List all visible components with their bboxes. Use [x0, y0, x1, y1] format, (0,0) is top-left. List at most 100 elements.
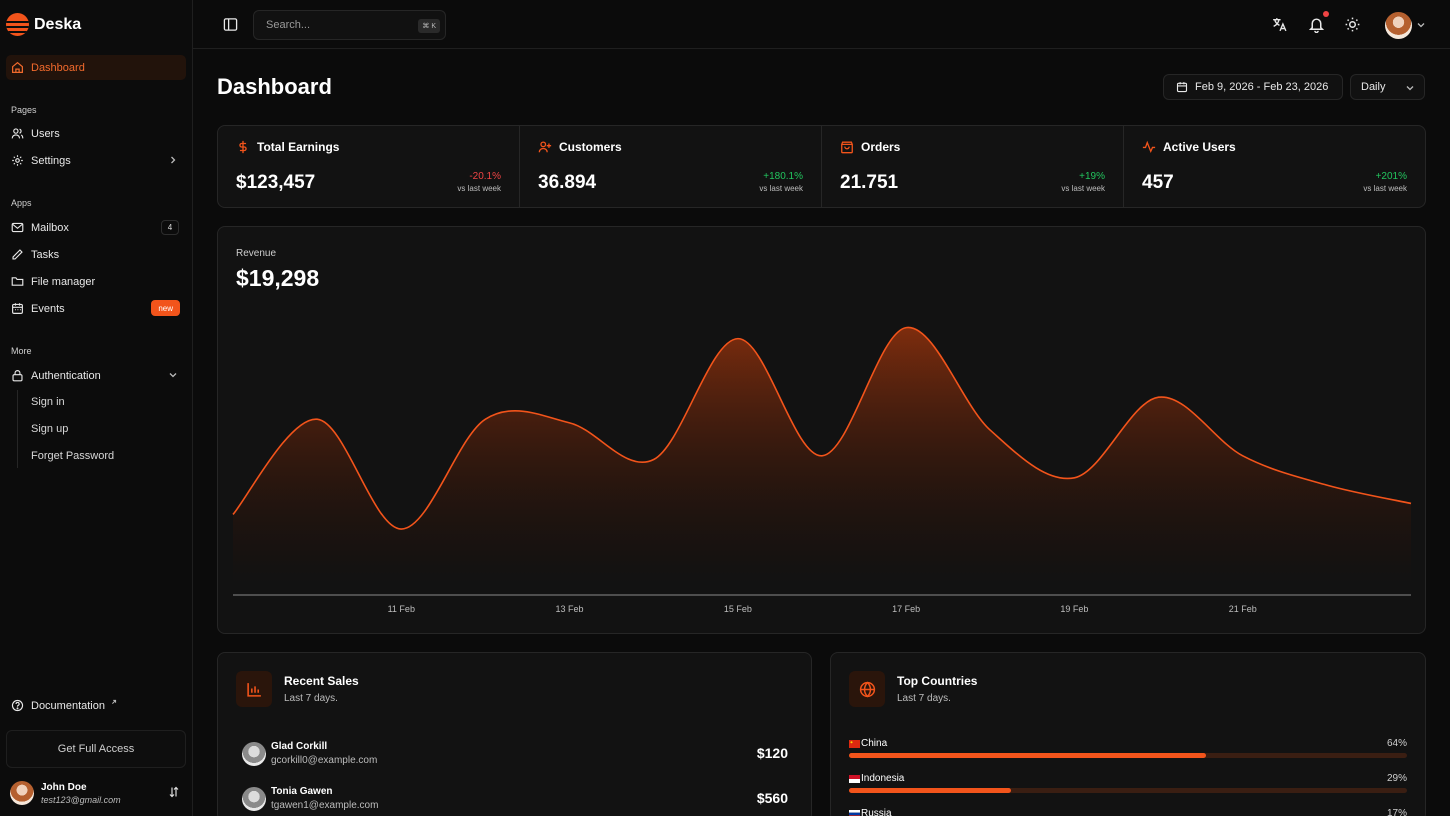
period-select[interactable]: Daily — [1350, 74, 1425, 100]
sidebar-item-file-manager[interactable]: File manager — [6, 269, 186, 294]
stat-value: 457 — [1142, 172, 1174, 193]
stat-label: Orders — [861, 140, 901, 154]
revenue-series-line — [232, 326, 1412, 530]
country-percent: 64% — [1386, 738, 1407, 749]
events-new-badge: new — [151, 300, 180, 316]
brand[interactable]: Deska — [0, 0, 192, 49]
topbar: Search... ⌘ K — [193, 0, 1450, 49]
country-percent: 29% — [1386, 773, 1407, 784]
date-range-picker[interactable]: Feb 9, 2026 - Feb 23, 2026 — [1163, 74, 1343, 100]
card-subtitle: Last 7 days. — [897, 693, 951, 704]
customer-email: gcorkill0@example.com — [271, 755, 378, 766]
documentation-link[interactable]: Documentation — [6, 693, 186, 718]
chevron-right-icon — [171, 156, 176, 164]
progress-track — [849, 753, 1407, 758]
external-link-icon — [112, 699, 117, 704]
stat-delta-caption: vs last week — [457, 184, 501, 193]
customer-name: Tonia Gawen — [271, 786, 333, 797]
sidebar-item-settings[interactable]: Settings — [6, 148, 186, 173]
sidebar-item-label: Mailbox — [31, 221, 69, 234]
list-item: Indonesia 29% — [849, 773, 1407, 803]
home-icon — [12, 61, 23, 73]
x-tick-label: 17 Feb — [892, 604, 920, 614]
sidebar-item-label: Settings — [31, 154, 71, 167]
avatar — [10, 781, 34, 805]
stats-row: Total Earnings $123,457 -20.1% vs last we… — [217, 125, 1426, 208]
dollar-icon — [239, 140, 247, 154]
user-profile-menu[interactable]: John Doe test123@gmail.com — [10, 779, 182, 807]
stat-value: 21.751 — [840, 172, 899, 193]
revenue-area-fill — [233, 327, 1411, 595]
calendar-icon — [12, 303, 23, 314]
stat-delta: -20.1% — [469, 171, 501, 182]
sidebar: Deska Dashboard Pages Users Settings App… — [0, 0, 193, 816]
user-email: test123@gmail.com — [41, 794, 121, 805]
stat-delta-caption: vs last week — [1061, 184, 1105, 193]
card-title: Top Countries — [897, 674, 978, 688]
stat-value: 36.894 — [538, 172, 597, 193]
list-item: Russia 17% — [849, 808, 1407, 816]
sidebar-toggle-icon[interactable] — [223, 17, 238, 32]
top-countries-card: Top Countries Last 7 days. China 64% Ind… — [830, 652, 1426, 816]
list-item[interactable]: Tonia Gawen tgawen1@example.com $560 — [242, 784, 788, 814]
sale-amount: $560 — [756, 790, 788, 806]
sidebar-item-tasks[interactable]: Tasks — [6, 242, 186, 267]
date-range-label: Feb 9, 2026 - Feb 23, 2026 — [1195, 81, 1329, 93]
submenu-guide-line — [17, 390, 18, 468]
avatar — [242, 742, 266, 766]
sidebar-item-dashboard[interactable]: Dashboard — [6, 55, 186, 80]
chevron-down-icon[interactable] — [1416, 20, 1426, 30]
bell-icon[interactable] — [1308, 16, 1325, 33]
pencil-icon — [12, 249, 23, 260]
sidebar-section-apps: Apps — [11, 198, 32, 208]
sidebar-section-pages: Pages — [11, 105, 37, 115]
sidebar-item-authentication[interactable]: Authentication — [6, 363, 186, 388]
stat-value: $123,457 — [236, 172, 316, 193]
stat-label: Total Earnings — [257, 140, 340, 154]
chevron-down-icon — [169, 373, 177, 378]
list-item[interactable]: Glad Corkill gcorkill0@example.com $120 — [242, 739, 788, 769]
list-item: China 64% — [849, 738, 1407, 768]
sidebar-item-label: Events — [31, 302, 65, 315]
gear-icon — [12, 155, 23, 166]
customer-email: tgawen1@example.com — [271, 800, 379, 811]
help-circle-icon — [11, 699, 24, 712]
revenue-value: $19,298 — [236, 265, 320, 291]
stat-label: Active Users — [1163, 140, 1236, 154]
sidebar-item-label: Users — [31, 127, 60, 140]
sidebar-subitem-sign-in[interactable]: Sign in — [31, 396, 65, 408]
stat-delta-caption: vs last week — [759, 184, 803, 193]
brand-name: Deska — [34, 15, 82, 33]
globe-icon — [849, 671, 885, 707]
user-plus-icon — [538, 141, 552, 153]
customer-name: Glad Corkill — [271, 741, 328, 752]
mail-icon — [11, 222, 24, 233]
x-tick-label: 11 Feb — [388, 604, 415, 614]
folder-icon — [11, 277, 24, 286]
sale-amount: $120 — [756, 745, 788, 761]
sidebar-item-users[interactable]: Users — [6, 121, 186, 146]
user-name: John Doe — [41, 781, 87, 793]
x-tick-label: 15 Feb — [724, 604, 752, 614]
chevrons-up-down-icon[interactable] — [168, 786, 180, 798]
x-tick-label: 19 Feb — [1060, 604, 1088, 614]
country-name: China — [861, 738, 888, 749]
brand-logo-icon — [6, 13, 29, 36]
sidebar-item-label: Dashboard — [31, 61, 85, 74]
sidebar-subitem-sign-up[interactable]: Sign up — [31, 423, 69, 435]
sun-icon[interactable] — [1344, 16, 1361, 33]
translate-icon[interactable] — [1271, 16, 1288, 33]
search-input[interactable]: Search... ⌘ K — [253, 10, 446, 40]
stat-card-total-earnings: Total Earnings $123,457 -20.1% vs last we… — [218, 126, 520, 207]
mailbox-count-badge: 4 — [161, 220, 179, 235]
revenue-label: Revenue — [236, 248, 277, 259]
avatar[interactable] — [1385, 12, 1412, 39]
sidebar-item-mailbox[interactable]: Mailbox 4 — [6, 215, 186, 240]
period-select-value: Daily — [1361, 81, 1386, 93]
lock-icon — [12, 370, 23, 382]
sidebar-subitem-forget-password[interactable]: Forget Password — [31, 450, 115, 462]
users-icon — [11, 128, 24, 139]
sidebar-item-events[interactable]: Events new — [6, 296, 186, 321]
get-full-access-button[interactable]: Get Full Access — [6, 730, 186, 768]
